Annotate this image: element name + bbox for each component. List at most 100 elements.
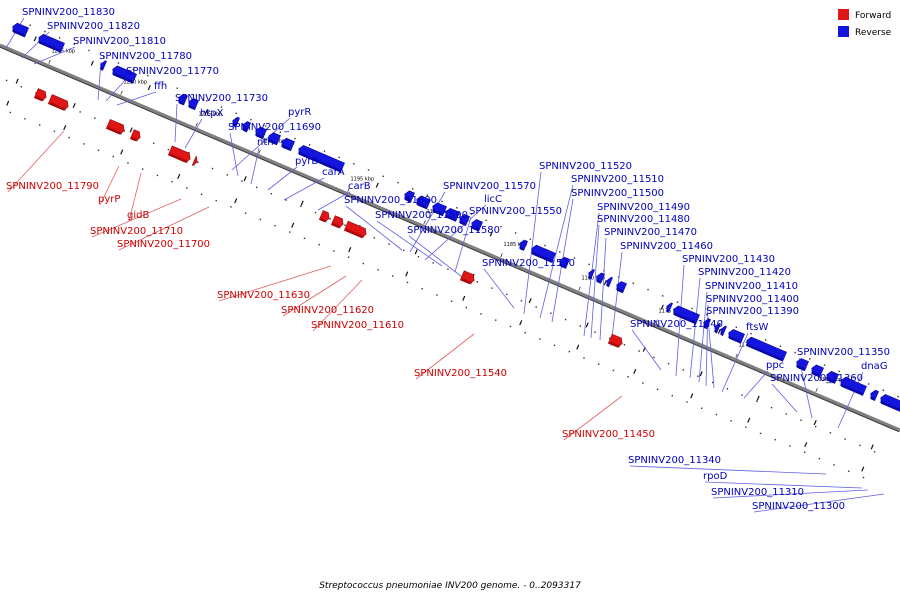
forward-gene[interactable] bbox=[167, 145, 192, 164]
reverse-gene-label[interactable]: htpX bbox=[200, 108, 224, 119]
reverse-gene-label[interactable]: pyrB bbox=[295, 156, 318, 167]
reverse-gene-label[interactable]: SPNINV200_11570 bbox=[443, 181, 536, 192]
reverse-gene-label[interactable]: SPNINV200_11340 bbox=[628, 455, 721, 466]
forward-gene[interactable] bbox=[318, 210, 331, 223]
reverse-gene[interactable] bbox=[458, 213, 470, 227]
reverse-gene-label[interactable]: ffh bbox=[154, 81, 167, 92]
reverse-gene-label[interactable]: SPNINV200_11360 bbox=[770, 373, 863, 384]
reverse-gene[interactable] bbox=[810, 364, 824, 378]
reverse-gene-label[interactable]: SPNINV200_11490 bbox=[597, 202, 690, 213]
reverse-gene-label[interactable]: nth bbox=[257, 137, 274, 148]
reverse-gene[interactable] bbox=[297, 144, 345, 173]
reverse-gene[interactable] bbox=[470, 218, 483, 232]
reverse-gene-label[interactable]: SPNINV200_11460 bbox=[620, 241, 713, 252]
reverse-gene-label[interactable]: carA bbox=[322, 167, 345, 178]
reverse-gene-label[interactable]: SPNINV200_11300 bbox=[752, 501, 845, 512]
reverse-gene-label[interactable]: SPNINV200_11410 bbox=[705, 281, 798, 292]
forward-gene-label[interactable]: SPNINV200_11710 bbox=[90, 226, 183, 237]
reverse-gene[interactable] bbox=[444, 207, 460, 222]
reverse-gene-label[interactable]: SPNINV200_11400 bbox=[706, 294, 799, 305]
forward-gene[interactable] bbox=[330, 215, 345, 229]
forward-gene-label[interactable]: SPNINV200_11610 bbox=[311, 320, 404, 331]
reverse-gene-label[interactable]: dnaG bbox=[861, 361, 888, 372]
reverse-gene[interactable] bbox=[280, 137, 295, 152]
reverse-gene[interactable] bbox=[587, 268, 595, 280]
forward-gene-label[interactable]: gidB bbox=[127, 210, 149, 221]
forward-gene[interactable] bbox=[459, 270, 476, 285]
reverse-gene[interactable] bbox=[839, 376, 867, 396]
reverse-gene-label[interactable]: SPNINV200_11590 bbox=[375, 210, 468, 221]
reverse-gene-label[interactable]: SPNINV200_11310 bbox=[711, 487, 804, 498]
reverse-gene[interactable] bbox=[719, 325, 727, 336]
reverse-gene[interactable] bbox=[177, 93, 188, 106]
reverse-gene[interactable] bbox=[518, 239, 528, 251]
reverse-gene-label[interactable]: rpoD bbox=[703, 471, 728, 482]
forward-gene-label[interactable]: pyrP bbox=[98, 194, 120, 205]
reverse-gene-label[interactable]: SPNINV200_11500 bbox=[571, 188, 664, 199]
reverse-gene-label[interactable]: SPNINV200_11520 bbox=[539, 161, 632, 172]
reverse-gene-label[interactable]: pyrR bbox=[288, 107, 311, 118]
reverse-gene[interactable] bbox=[431, 202, 447, 217]
forward-gene-label[interactable]: SPNINV200_11700 bbox=[117, 239, 210, 250]
forward-gene[interactable] bbox=[191, 155, 199, 167]
reverse-gene-label[interactable]: SPNINV200_11470 bbox=[604, 227, 697, 238]
reverse-gene-label[interactable]: SPNINV200_11350 bbox=[797, 347, 890, 358]
reverse-gene-label[interactable]: SPNINV200_11430 bbox=[682, 254, 775, 265]
reverse-gene[interactable] bbox=[99, 60, 107, 71]
reverse-gene[interactable] bbox=[558, 256, 570, 269]
forward-gene-label[interactable]: SPNINV200_11450 bbox=[562, 429, 655, 440]
reverse-gene-label[interactable]: SPNINV200_11420 bbox=[698, 267, 791, 278]
reverse-gene[interactable] bbox=[254, 126, 267, 140]
reverse-gene[interactable] bbox=[241, 120, 251, 133]
forward-gene-label[interactable]: SPNINV200_11790 bbox=[6, 181, 99, 192]
reverse-gene[interactable] bbox=[713, 322, 721, 334]
reverse-gene[interactable] bbox=[11, 22, 29, 38]
reverse-gene[interactable] bbox=[415, 195, 431, 210]
reverse-gene[interactable] bbox=[403, 190, 415, 203]
reverse-gene-label[interactable]: SPNINV200_11480 bbox=[597, 214, 690, 225]
reverse-gene[interactable] bbox=[825, 370, 839, 384]
forward-gene[interactable] bbox=[105, 118, 126, 135]
reverse-gene-label[interactable]: SPNINV200_11810 bbox=[73, 36, 166, 47]
reverse-gene[interactable] bbox=[187, 97, 199, 111]
reverse-gene-label[interactable]: SPNINV200_11550 bbox=[469, 206, 562, 217]
reverse-gene-label[interactable]: SPNINV200_11530 bbox=[482, 258, 575, 269]
reverse-gene[interactable] bbox=[605, 276, 613, 288]
reverse-gene-label[interactable]: carB bbox=[348, 181, 371, 192]
reverse-gene-label[interactable]: SPNINV200_11820 bbox=[47, 21, 140, 32]
forward-gene[interactable] bbox=[343, 220, 368, 239]
forward-gene-label[interactable]: SPNINV200_11540 bbox=[414, 368, 507, 379]
reverse-gene-label[interactable]: SPNINV200_11510 bbox=[571, 174, 664, 185]
reverse-gene-label[interactable]: licC bbox=[484, 194, 502, 205]
reverse-gene-label[interactable]: SPNINV200_11440 bbox=[630, 319, 723, 330]
reverse-gene[interactable] bbox=[879, 393, 900, 415]
reverse-gene-label[interactable]: ftsW bbox=[746, 322, 768, 333]
reverse-gene[interactable] bbox=[869, 389, 879, 402]
forward-gene[interactable] bbox=[47, 94, 70, 112]
forward-gene[interactable] bbox=[129, 129, 142, 143]
reverse-gene[interactable] bbox=[665, 302, 673, 313]
reverse-gene[interactable] bbox=[595, 272, 605, 284]
reverse-gene[interactable] bbox=[267, 131, 281, 146]
reverse-gene[interactable] bbox=[795, 357, 809, 372]
forward-gene-label[interactable]: SPNINV200_11620 bbox=[281, 305, 374, 316]
reverse-gene[interactable] bbox=[727, 328, 745, 344]
reverse-gene-label[interactable]: SPNINV200_11390 bbox=[706, 306, 799, 317]
reverse-gene-label[interactable]: ppc bbox=[766, 360, 784, 371]
reverse-gene-label[interactable]: SPNINV200_11730 bbox=[175, 93, 268, 104]
reverse-gene-label[interactable]: SPNINV200_11600 bbox=[344, 195, 437, 206]
reverse-gene-label[interactable]: SPNINV200_11690 bbox=[228, 122, 321, 133]
forward-gene[interactable] bbox=[607, 333, 624, 348]
reverse-gene[interactable] bbox=[615, 280, 627, 294]
reverse-gene[interactable] bbox=[530, 244, 556, 263]
reverse-gene[interactable] bbox=[37, 33, 65, 53]
reverse-gene[interactable] bbox=[745, 336, 787, 362]
reverse-gene[interactable] bbox=[111, 65, 137, 84]
forward-gene[interactable] bbox=[33, 88, 48, 102]
reverse-gene[interactable] bbox=[702, 317, 711, 330]
reverse-gene-label[interactable]: SPNINV200_11580 bbox=[407, 225, 500, 236]
reverse-gene-label[interactable]: SPNINV200_11770 bbox=[126, 66, 219, 77]
reverse-gene[interactable] bbox=[672, 305, 700, 325]
reverse-gene-label[interactable]: SPNINV200_11830 bbox=[22, 7, 115, 18]
reverse-gene[interactable] bbox=[231, 116, 240, 128]
